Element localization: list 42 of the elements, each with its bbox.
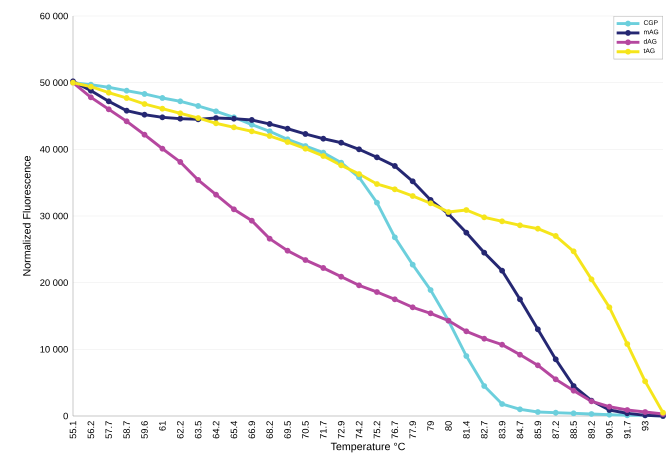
x-tick-label: 87.2 (552, 421, 560, 438)
x-tick-label: 82.7 (480, 421, 488, 438)
x-tick-label: 90.5 (606, 421, 613, 438)
y-tick-label: 10 000 (40, 346, 68, 353)
x-tick-label: 91.7 (624, 421, 631, 438)
x-tick-label: 65.4 (230, 420, 238, 438)
y-tick-label: 20 000 (40, 279, 68, 286)
x-tick-label: 70.5 (302, 421, 309, 438)
x-tick-label: 62.2 (176, 421, 184, 438)
x-tick-label: 63.5 (194, 421, 202, 438)
x-tick-label: 79 (427, 421, 434, 431)
x-tick-label: 74.2 (356, 421, 362, 438)
x-tick-label: 68.2 (266, 421, 273, 438)
x-tick-label: 55.1 (70, 421, 76, 438)
x-tick-label: 88.5 (570, 421, 577, 438)
y-tick-label: 30 000 (40, 212, 68, 220)
x-tick-label: 71.7 (320, 421, 327, 438)
x-tick-label: 66.9 (248, 421, 256, 438)
x-tick-label: 57.7 (106, 421, 112, 438)
x-tick-label: 58.7 (123, 421, 130, 438)
x-tick-label: 72.9 (338, 421, 344, 438)
x-tick-label: 61 (159, 421, 166, 431)
y-axis-title: Normalized Fluorescence (22, 156, 31, 276)
y-tick-label: 40 000 (40, 146, 68, 153)
x-tick-label: 59.6 (141, 421, 148, 438)
x-tick-label: 89.2 (588, 421, 595, 438)
x-tick-label: 64.2 (212, 421, 220, 438)
y-tick-label: 60 000 (40, 12, 68, 20)
x-tick-label: 56.2 (88, 421, 94, 438)
x-tick-label: 75.2 (374, 421, 380, 438)
y-tick-label: 50 000 (40, 79, 68, 86)
y-tick-label: 0 (63, 412, 68, 420)
x-tick-label: 83.9 (498, 421, 506, 438)
x-tick-label: 76.7 (392, 421, 398, 438)
x-tick-label: 85.9 (534, 421, 542, 438)
x-tick-label: 69.5 (284, 421, 291, 438)
x-axis-title: Temperature °C (330, 442, 405, 452)
x-tick-label: 77.9 (409, 421, 416, 438)
x-tick-label: 80 (445, 421, 452, 431)
x-tick-label: 81.4 (463, 420, 470, 438)
x-tick-label: 84.7 (516, 421, 524, 438)
x-tick-label: 93 (642, 421, 648, 431)
